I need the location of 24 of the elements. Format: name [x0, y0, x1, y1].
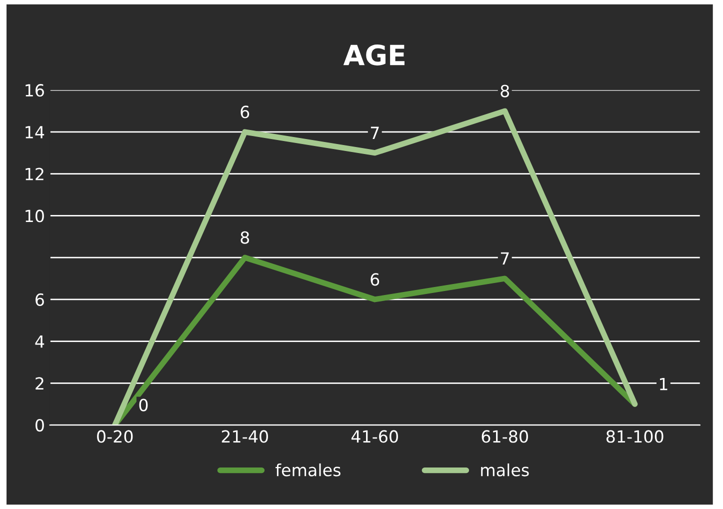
annotation: 6 [240, 106, 250, 118]
y-tick-label: 6 [36, 293, 44, 306]
legend-label: males [481, 463, 529, 476]
y-tick-label: 0 [36, 418, 44, 432]
data-label: 8 [240, 231, 250, 244]
y-tick-label: 10 [26, 210, 44, 222]
data-label: 0 [139, 398, 148, 412]
annotation: 7 [370, 126, 379, 139]
y-tick-label: 16 [26, 84, 44, 97]
y-tick-label: 4 [35, 335, 44, 348]
data-label: 1 [660, 378, 668, 390]
data-label: 6 [370, 273, 380, 286]
y-tick-label: 12 [26, 168, 44, 180]
x-tick-label: 81-100 [606, 430, 664, 443]
data-label: 7 [500, 252, 509, 265]
x-tick-label: 61-80 [482, 430, 528, 443]
annotation: 8 [500, 84, 510, 98]
x-tick-label: 0-20 [97, 430, 133, 443]
legend-label: females [276, 463, 340, 476]
chart-title: AGE [343, 44, 404, 66]
y-tick-label: 14 [26, 126, 44, 138]
x-tick-label: 21-40 [222, 430, 268, 443]
x-tick-label: 41-60 [351, 430, 398, 443]
y-tick-label: 2 [36, 377, 44, 390]
